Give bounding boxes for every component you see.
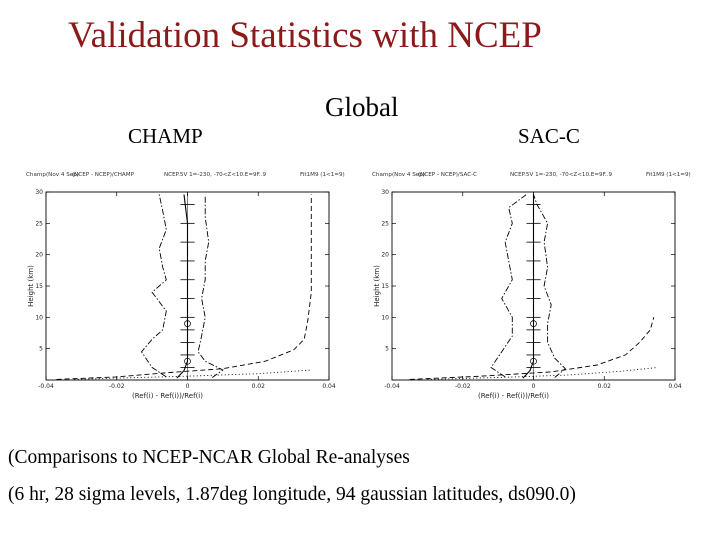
series-line-solid: [176, 194, 189, 379]
slide-subtitle: Global: [325, 92, 399, 122]
series-line-dashdot: [533, 194, 566, 378]
chart-header-text: NCEP.5V 1=-230, -70<Z<10.E=9F..9: [510, 172, 612, 178]
y-tick-label: 10: [381, 314, 389, 321]
x-tick-label: -0.02: [455, 383, 471, 390]
y-tick-label: 5: [39, 346, 43, 353]
chart-header-text: NCEP.5V 1=-230, -70<Z<10.E=9F..9: [164, 172, 266, 178]
chart-header-text: Fit1M9 (1<1=9): [646, 172, 691, 178]
footnote-line-1: (Comparisons to NCEP-NCAR Global Re-anal…: [8, 447, 410, 468]
profile-marker: [184, 320, 191, 327]
x-tick-label: -0.04: [384, 383, 400, 390]
y-tick-label: 30: [381, 189, 389, 196]
chart-header-text: Champ: [26, 172, 46, 178]
chart-header-text: Champ: [372, 172, 392, 178]
x-tick-label: 0.02: [252, 383, 266, 390]
y-tick-label: 30: [35, 189, 43, 196]
series-line-dashdot: [140, 194, 167, 378]
profile-marker: [184, 357, 191, 365]
slide-title: Validation Statistics with NCEP: [68, 15, 542, 56]
y-tick-label: 15: [35, 283, 43, 290]
series-line-dashdot: [490, 194, 527, 378]
y-tick-label: 25: [35, 220, 43, 227]
y-axis-title: Height (km): [27, 265, 35, 307]
chart-header-text: (NCEP - NCEP)/CHAMP: [72, 172, 135, 178]
chart-header-text: (NCEP - NCEP)/SAC-C: [418, 172, 477, 178]
x-tick-label: 0.02: [598, 383, 612, 390]
footnote-line-2: (6 hr, 28 sigma levels, 1.87deg longitud…: [8, 484, 576, 505]
series-line-dashed: [409, 317, 655, 380]
chart-header-text: Fit1M9 (1<1=9): [300, 172, 345, 178]
y-tick-label: 10: [35, 314, 43, 321]
y-tick-label: 5: [385, 346, 389, 353]
x-tick-label: -0.02: [109, 383, 125, 390]
x-axis-title: (Ref(i) - Ref(i))/Ref(i): [132, 392, 203, 400]
x-axis-title: (Ref(i) - Ref(i))/Ref(i): [478, 392, 549, 400]
chart-header-text: (Nov 4 Sep): [392, 172, 425, 178]
y-axis-title: Height (km): [373, 265, 381, 307]
series-line-dotted: [74, 369, 312, 380]
series-line-dashed: [56, 194, 312, 380]
series-line-dotted: [427, 367, 658, 380]
profile-marker: [530, 320, 537, 327]
panel-label-sacc: SAC-C: [518, 124, 580, 148]
x-tick-label: -0.04: [38, 383, 54, 390]
chart-champ-svg: Champ (Nov 4 Sep)(NCEP - NCEP)/CHAMP NCEP.…: [26, 172, 345, 400]
series-line-dashdot: [197, 194, 224, 378]
series-line-solid: [522, 194, 535, 379]
x-tick-label: 0.04: [668, 383, 682, 390]
y-tick-label: 20: [35, 252, 43, 259]
chart-sacc-svg: Champ (Nov 4 Sep)(NCEP - NCEP)/SAC-C NCEP.…: [372, 172, 691, 400]
panel-label-champ: CHAMP: [128, 124, 203, 148]
profile-marker: [530, 357, 537, 365]
x-tick-label: 0.04: [322, 383, 336, 390]
x-tick-label: 0: [532, 383, 536, 390]
y-tick-label: 25: [381, 220, 389, 227]
y-tick-label: 15: [381, 283, 389, 290]
chart-header-text: (Nov 4 Sep): [46, 172, 79, 178]
x-tick-label: 0: [186, 383, 190, 390]
chart-sacc: Champ (Nov 4 Sep) (NCEP - NCEP)/SAC-C NCEP.…: [370, 164, 705, 404]
y-tick-label: 20: [381, 252, 389, 259]
chart-champ: Champ (Nov 4 Sep) (NCEP - NCEP)/CHAMP NCEP.…: [24, 164, 359, 404]
